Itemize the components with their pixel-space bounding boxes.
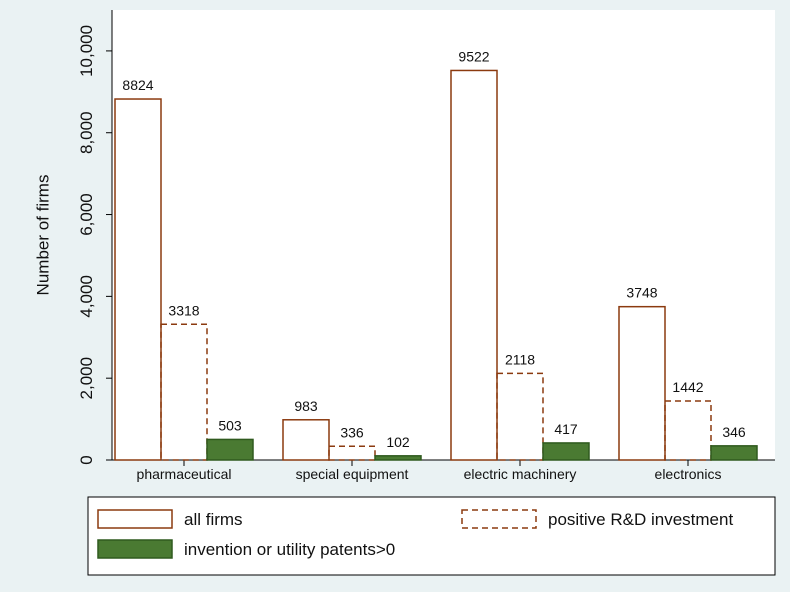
bar bbox=[328, 445, 376, 461]
bar bbox=[664, 400, 712, 461]
legend-swatch bbox=[97, 539, 173, 559]
y-tick-label: 6,000 bbox=[77, 193, 96, 236]
bar bbox=[114, 98, 162, 461]
legend bbox=[87, 496, 776, 576]
bar bbox=[618, 305, 666, 461]
legend-swatch bbox=[97, 509, 173, 529]
bar bbox=[160, 323, 208, 461]
value-label: 417 bbox=[554, 421, 578, 437]
bar bbox=[374, 455, 422, 461]
x-tick-label: electric machinery bbox=[464, 466, 577, 482]
x-tick-label: electronics bbox=[655, 466, 722, 482]
value-label: 983 bbox=[294, 398, 318, 414]
value-label: 1442 bbox=[672, 379, 703, 395]
legend-swatch bbox=[461, 509, 537, 529]
value-label: 503 bbox=[218, 417, 242, 433]
y-tick-label: 10,000 bbox=[77, 25, 96, 77]
bar bbox=[206, 438, 254, 461]
value-label: 9522 bbox=[458, 48, 489, 64]
value-label: 336 bbox=[340, 424, 364, 440]
y-axis-title: Number of firms bbox=[33, 175, 52, 296]
y-tick-label: 4,000 bbox=[77, 275, 96, 318]
value-label: 346 bbox=[722, 424, 746, 440]
value-label: 3748 bbox=[626, 285, 657, 301]
value-label: 102 bbox=[386, 434, 410, 450]
value-label: 3318 bbox=[168, 302, 199, 318]
x-tick-label: special equipment bbox=[296, 466, 409, 482]
bar bbox=[450, 69, 498, 461]
bar bbox=[710, 445, 758, 461]
legend-label: positive R&D investment bbox=[548, 510, 733, 529]
y-tick-label: 0 bbox=[77, 455, 96, 464]
bar bbox=[496, 372, 544, 461]
legend-label: all firms bbox=[184, 510, 243, 529]
legend-label: invention or utility patents>0 bbox=[184, 540, 395, 559]
bar bbox=[282, 419, 330, 461]
x-tick-label: pharmaceutical bbox=[137, 466, 232, 482]
y-tick-label: 2,000 bbox=[77, 357, 96, 400]
y-tick-label: 8,000 bbox=[77, 111, 96, 154]
value-label: 2118 bbox=[505, 351, 535, 367]
bar bbox=[542, 442, 590, 461]
value-label: 8824 bbox=[122, 77, 153, 93]
